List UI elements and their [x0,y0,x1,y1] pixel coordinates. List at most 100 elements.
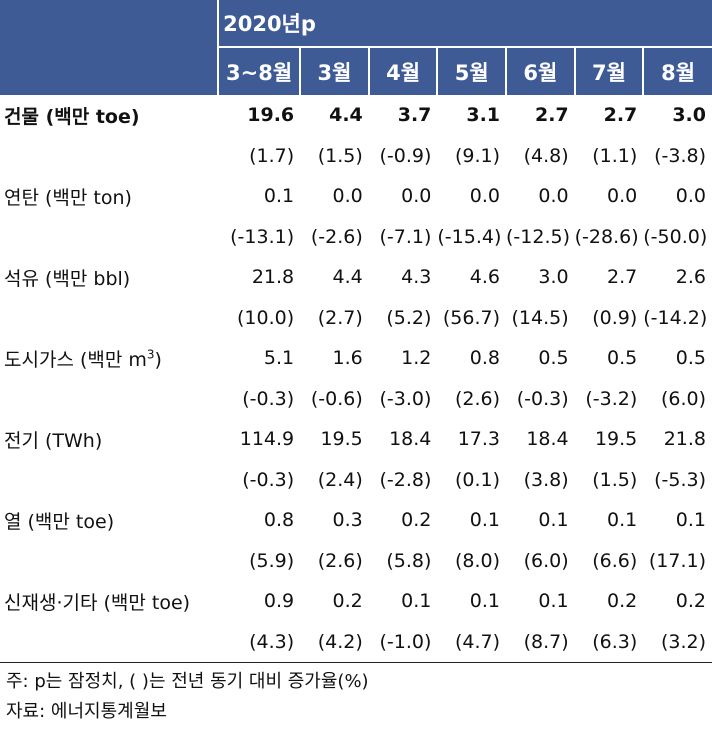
change-cell: (-3.8) [654,144,706,167]
building-energy-table: 2020년p 3~8월 3월 4월 5월 6월 7월 8월 건물 (백만 toe… [0,0,712,663]
value-cell: 0.2 [401,509,432,532]
change-cell: (17.1) [648,549,706,572]
change-cell: (-15.4) [437,225,502,248]
change-row: (4.3) (4.2) (-1.0) (4.7) (8.7) (6.3) (3.2) [0,621,712,663]
value-cell: 0.9 [263,590,295,613]
row-label: 도시가스 (백만 m3) [4,347,162,371]
change-cell: (8.7) [506,621,575,663]
change-cell: (5.2) [386,306,432,329]
value-cell: 2.6 [675,266,706,289]
value-cell: 17.3 [457,428,501,451]
empty-label-cell [0,460,218,501]
table-row: 연탄 (백만 ton) 0.1 0.0 0.0 0.0 0.0 0.0 0.0 [0,176,712,217]
change-cell: (-2.8) [379,468,432,491]
change-row: (5.9) (2.6) (5.8) (8.0) (6.0) (6.6) (17.1) [0,541,712,582]
change-cell: (3.8) [523,468,569,491]
value-cell: 0.1 [675,509,706,532]
value-cell: 1.2 [401,347,432,370]
header-corner [0,0,219,47]
value-cell: 4.4 [329,104,363,127]
change-cell: (3.2) [643,621,712,663]
row-label: 건물 (백만 toe) [4,105,140,128]
value-cell: 21.8 [251,266,295,289]
change-cell: (-3.0) [379,387,432,410]
empty-label-cell [0,379,218,420]
change-cell: (1.5) [592,468,638,491]
change-cell: (56.7) [442,306,501,329]
change-cell: (-12.5) [506,225,571,248]
value-cell: 0.1 [469,509,501,532]
value-cell: 5.1 [263,347,295,370]
change-cell: (14.5) [511,306,569,329]
table-row: 건물 (백만 toe) 19.6 4.4 3.7 3.1 2.7 2.7 3.0 [0,95,712,136]
header-corner-2 [0,47,219,95]
value-cell: 2.7 [603,104,638,127]
table-row: 열 (백만 toe) 0.8 0.3 0.2 0.1 0.1 0.1 0.1 [0,500,712,541]
value-cell: 3.7 [397,104,432,127]
table-row: 전기 (TWh) 114.9 19.5 18.4 17.3 18.4 19.5 21.8 [0,419,712,460]
change-cell: (0.9) [592,306,638,329]
change-cell: (8.0) [454,549,501,572]
change-cell: (-0.3) [242,468,295,491]
change-cell: (9.1) [454,144,501,167]
change-cell: (4.3) [218,621,301,663]
change-cell: (4.7) [437,621,507,663]
change-row: (-13.1) (-2.6) (-7.1) (-15.4) (-12.5) (-28.6)… [0,217,712,258]
source-note: 자료: 에너지통계월보 [6,701,167,722]
empty-label-cell [0,298,218,339]
month-header-row: 3~8월 3월 4월 5월 6월 7월 8월 [0,46,712,95]
value-cell: 0.3 [332,509,363,532]
value-cell: 0.0 [538,185,569,208]
change-cell: (1.5) [317,144,363,167]
change-cell: (0.1) [454,468,501,491]
table-body: 건물 (백만 toe) 19.6 4.4 3.7 3.1 2.7 2.7 3.0 (1.7) (1… [0,95,712,663]
value-cell: 18.4 [526,428,569,451]
value-cell: 18.4 [389,428,432,451]
value-cell: 0.1 [401,590,432,613]
change-cell: (6.3) [574,621,644,663]
change-row: (-0.3) (-0.6) (-3.0) (2.6) (-0.3) (-3.2) (6.0) [0,379,712,420]
change-cell: (2.7) [317,306,363,329]
month-header: 7월 [573,46,644,95]
value-cell: 3.1 [466,104,501,127]
change-cell: (1.7) [249,144,295,167]
row-label: 석유 (백만 bbl) [4,267,131,290]
value-cell: 21.8 [663,428,706,451]
value-cell: 0.8 [469,347,501,370]
change-cell: (-13.1) [230,225,295,248]
value-cell: 2.7 [607,266,638,289]
change-cell: (-28.6) [574,225,639,248]
change-row: (-0.3) (2.4) (-2.8) (0.1) (3.8) (1.5) (-5.3) [0,460,712,501]
value-cell: 4.3 [401,266,432,289]
change-cell: (1.1) [592,144,638,167]
value-cell: 0.0 [469,185,501,208]
change-cell: (6.6) [592,549,638,572]
value-cell: 19.5 [320,428,363,451]
change-cell: (-5.3) [654,468,706,491]
change-cell: (5.9) [249,549,295,572]
empty-label-cell [0,217,218,258]
change-cell: (-0.3) [516,387,569,410]
change-cell: (4.2) [300,621,369,663]
value-cell: 0.8 [263,509,295,532]
change-cell: (6.0) [523,549,569,572]
value-cell: 0.5 [538,347,569,370]
value-cell: 0.5 [675,347,706,370]
year-header: 2020년p [217,0,712,47]
month-header: 4월 [367,46,438,95]
change-cell: (-50.0) [643,225,708,248]
change-cell: (-0.6) [310,387,363,410]
change-cell: (5.8) [386,549,432,572]
change-cell: (-14.2) [643,306,708,329]
value-cell: 2.7 [534,104,569,127]
value-cell: 0.1 [263,185,295,208]
change-cell: (-7.1) [379,225,432,248]
empty-label-cell [0,621,219,663]
month-header: 3~8월 [217,46,301,95]
footnote: 주: p는 잠정치, ( )는 전년 동기 대비 증가율(%) [6,671,369,692]
value-cell: 0.0 [401,185,432,208]
change-cell: (2.4) [317,468,363,491]
value-cell: 19.6 [247,104,295,127]
value-cell: 0.2 [607,590,638,613]
